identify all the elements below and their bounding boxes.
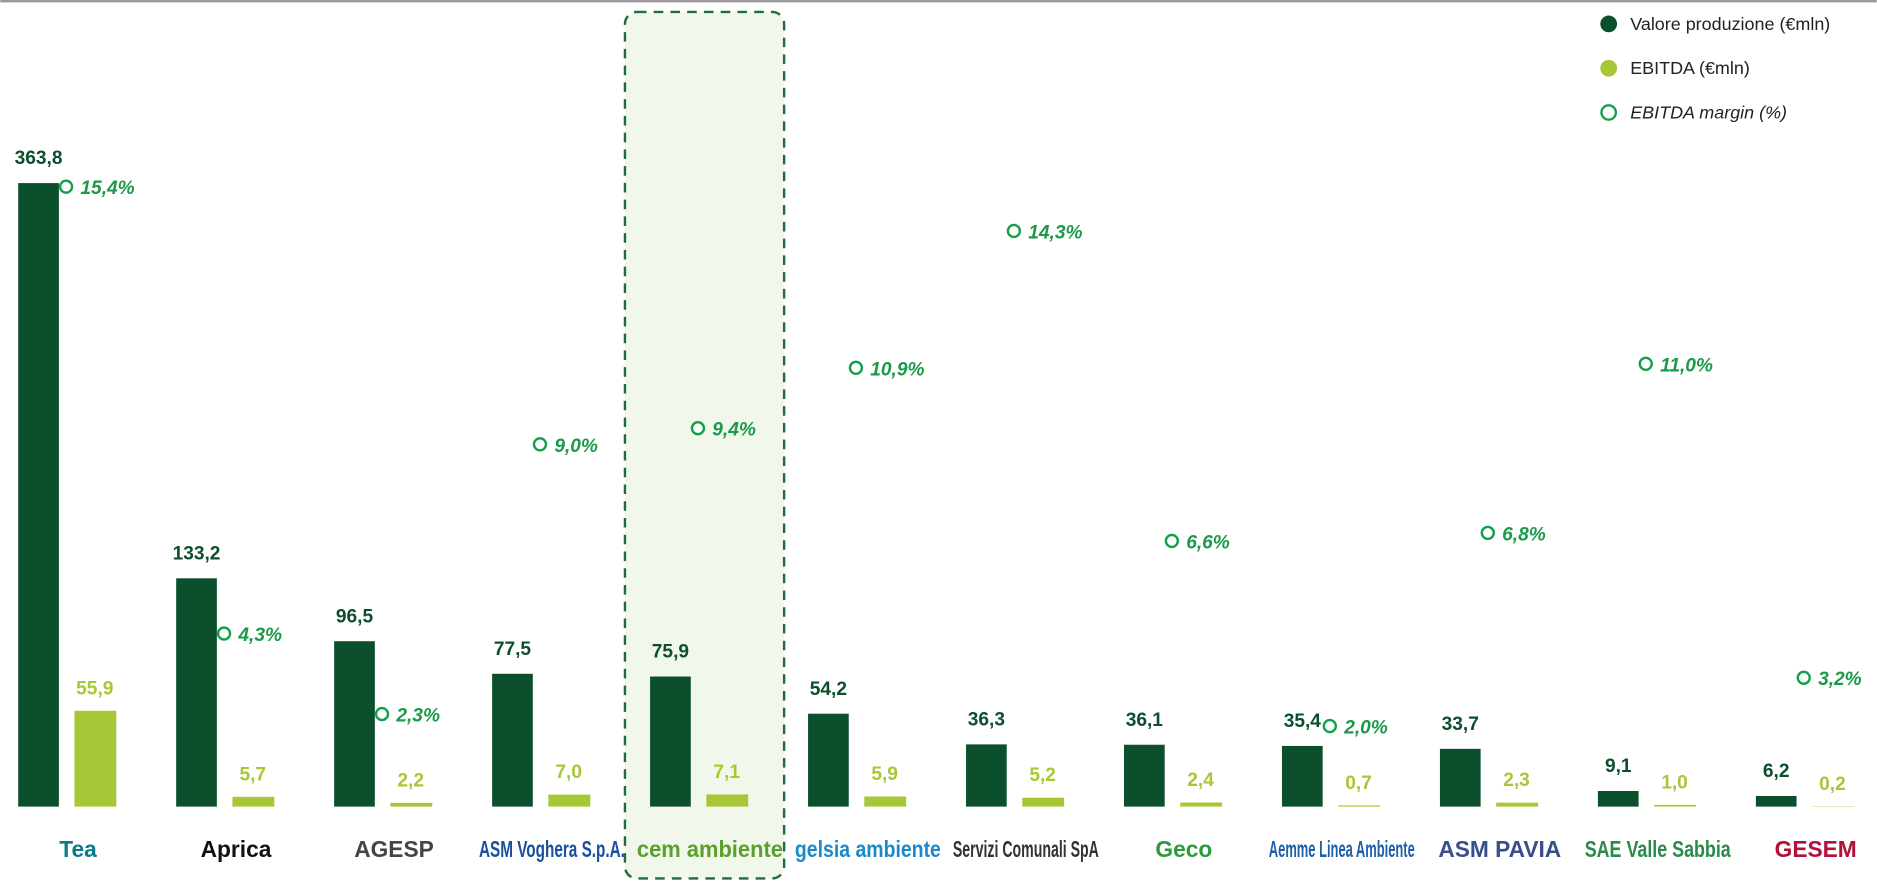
category-label: Tea [59, 836, 97, 862]
margin-point [532, 437, 548, 452]
value-label: 77,5 [494, 639, 532, 660]
bar [650, 676, 691, 807]
legend-marker [1600, 15, 1618, 33]
category-label: Aprica [201, 836, 272, 862]
value-label: 54,2 [810, 679, 847, 700]
value-label: 5,9 [871, 764, 898, 785]
value-label: 33,7 [1442, 714, 1479, 735]
margin-point [1164, 533, 1180, 549]
bar [966, 744, 1007, 807]
bar [1439, 748, 1481, 807]
bar [1180, 802, 1223, 807]
margin-point [1638, 356, 1653, 371]
bar [1496, 802, 1539, 807]
margin-point [374, 706, 390, 722]
category-label: cem ambiente [637, 836, 783, 862]
bar [808, 713, 849, 807]
margin-point [1322, 718, 1338, 734]
value-label: 2,2 [397, 770, 424, 791]
value-label: 0,7 [1345, 773, 1372, 794]
legend-marker [1600, 59, 1618, 77]
value-label: 363,8 [15, 148, 63, 169]
bar [176, 578, 217, 807]
margin-label: 14,3% [1028, 222, 1082, 243]
value-label: 0,2 [1819, 774, 1846, 795]
margin-point [216, 626, 232, 641]
bar [706, 794, 749, 807]
value-label: 2,4 [1187, 770, 1214, 791]
bar [492, 673, 533, 807]
highlight-box [623, 10, 786, 880]
value-label: 96,5 [336, 606, 374, 627]
value-label: 7,0 [555, 762, 582, 783]
legend-label: Valore produzione (€mln) [1630, 14, 1830, 34]
bar [1755, 795, 1797, 807]
bar [1281, 745, 1323, 807]
margin-label: 9,4% [712, 420, 756, 441]
margin-point [1480, 525, 1495, 541]
legend: Valore produzione (€mln) EBITDA (€mln) EBI… [1600, 14, 1830, 122]
margin-point [1796, 670, 1811, 685]
bar [74, 710, 117, 807]
value-label: 9,1 [1605, 756, 1632, 777]
margin-label: 9,0% [554, 436, 598, 457]
category-label: SAE Valle Sabbia [1585, 836, 1731, 862]
category-label: Geco [1155, 836, 1212, 862]
bar [1123, 744, 1165, 807]
bar [1022, 797, 1065, 807]
bar [1338, 805, 1381, 807]
margin-point [58, 179, 74, 194]
value-label: 2,3 [1503, 770, 1530, 791]
margin-point [690, 421, 706, 436]
category-label: Servizi Comunali SpA [953, 836, 1099, 862]
category-label: gelsia ambiente [795, 836, 941, 862]
value-label: 7,1 [713, 762, 740, 783]
margin-label: 11,0% [1660, 355, 1713, 376]
bar [1597, 791, 1639, 807]
margin-label: 2,0% [1343, 718, 1388, 739]
legend-marker [1600, 104, 1618, 121]
margin-point [1006, 223, 1022, 239]
value-label: 55,9 [76, 678, 113, 699]
margin-label: 6,6% [1186, 532, 1230, 553]
bar [548, 794, 591, 807]
value-label: 36,1 [1126, 710, 1164, 731]
value-label: 6,2 [1763, 761, 1790, 782]
margin-label: 6,8% [1502, 524, 1546, 545]
margin-point [848, 360, 864, 376]
category-label: AGESP [354, 836, 434, 862]
bar [864, 796, 907, 807]
bar [232, 796, 275, 807]
value-label: 133,2 [173, 543, 221, 564]
value-label: 5,2 [1029, 765, 1056, 786]
margin-label: 4,3% [237, 625, 282, 646]
margin-label: 10,9% [870, 359, 924, 380]
category-label: ASM Voghera S.p.A. [479, 836, 625, 862]
margin-label: 3,2% [1818, 669, 1862, 690]
bar [18, 183, 59, 807]
value-label: 75,9 [652, 642, 689, 663]
category-label: GESEM [1775, 836, 1857, 862]
category-label: ASM PAVIA [1438, 836, 1561, 862]
legend-label: EBITDA margin (%) [1630, 102, 1787, 122]
value-label: 5,7 [239, 764, 266, 785]
margin-label: 15,4% [80, 178, 134, 199]
margin-label: 2,3% [395, 705, 440, 726]
value-label: 35,4 [1284, 711, 1322, 732]
bar [334, 641, 375, 807]
bar [1654, 804, 1697, 807]
value-label: 36,3 [968, 710, 1005, 731]
legend-label: EBITDA (€mln) [1630, 58, 1750, 78]
bar [390, 802, 433, 807]
category-label: Aemme Linea Ambiente [1269, 836, 1415, 862]
value-label: 1,0 [1661, 772, 1688, 793]
